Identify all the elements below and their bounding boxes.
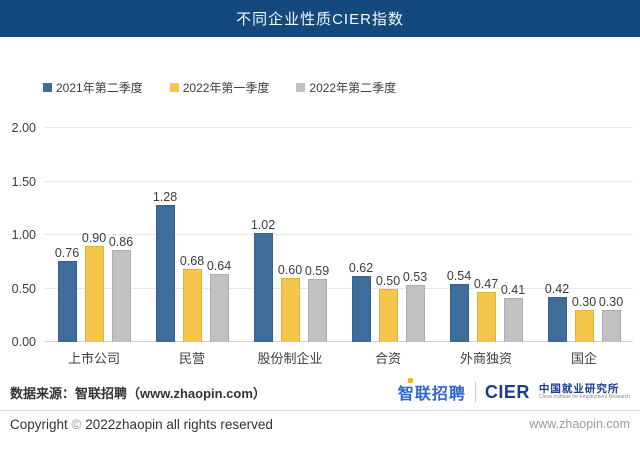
bar-value-label: 0.30	[571, 294, 597, 309]
bar-value-label: 0.60	[277, 262, 303, 277]
x-axis-line	[45, 341, 633, 342]
bar-value-label: 0.90	[81, 230, 107, 245]
bar-外商独资-2021年第二季度: 0.54	[447, 269, 471, 342]
gridline	[45, 234, 633, 235]
bar-value-label: 0.50	[375, 273, 401, 288]
legend-swatch-icon	[43, 83, 52, 92]
bar-value-label: 0.59	[304, 263, 330, 278]
x-category-label: 合资	[374, 351, 401, 366]
chart-legend: 2021年第二季度 2022年第一季度 2022年第二季度	[43, 79, 396, 96]
bar-value-label: 0.68	[179, 254, 205, 269]
bar-value-label: 0.62	[348, 260, 374, 275]
x-category-label: 股份制企业	[257, 351, 323, 366]
bar-股份制企业-2022年第二季度: 0.59	[305, 264, 329, 342]
x-category-label: 国企	[570, 351, 597, 366]
legend-swatch-icon	[296, 83, 306, 92]
website-text: www.zhaopin.com	[529, 417, 630, 431]
y-tick-label: 1.50	[11, 174, 36, 189]
bar-group-0: 0.76 0.90 0.86	[55, 128, 133, 342]
y-tick-label: 1.00	[11, 228, 36, 242]
institute-name-en: China Institute for Employment Research	[538, 393, 630, 400]
logo-divider	[474, 382, 476, 402]
bar-上市公司-2022年第一季度: 0.90	[82, 231, 106, 342]
bar-value-label: 0.54	[446, 269, 472, 284]
legend-item-2: 2022年第二季度	[296, 79, 396, 96]
zhaopin-logo: 智联招聘	[397, 378, 466, 404]
bar-民营-2021年第二季度: 1.28	[153, 190, 177, 342]
gridline	[45, 127, 633, 128]
footer-divider	[0, 410, 640, 411]
bar-外商独资-2022年第二季度: 0.41	[501, 283, 525, 342]
bar-group-4: 0.54 0.47 0.41	[447, 128, 525, 342]
cier-logo-text: CIER	[484, 381, 530, 402]
institute-name: 中国就业研究所 China Institute for Employment R…	[538, 382, 630, 400]
bar-value-label: 0.53	[402, 270, 428, 285]
legend-swatch-icon	[169, 83, 179, 92]
page-title: 不同企业性质CIER指数	[236, 11, 404, 28]
copyright-text: Copyright © 2022zhaopin all rights reser…	[10, 416, 273, 432]
legend-label: 2022年第二季度	[309, 81, 397, 95]
bar-value-label: 0.30	[598, 294, 624, 309]
bar-value-label: 0.76	[54, 245, 80, 260]
copyright-symbol: ©	[71, 416, 82, 432]
bar-value-label: 0.41	[500, 283, 526, 298]
bar-合资-2021年第二季度: 0.62	[349, 261, 373, 342]
bar-股份制企业-2022年第一季度: 0.60	[278, 263, 302, 342]
y-tick-label: 2.00	[11, 121, 36, 135]
legend-label: 2021年第二季度	[56, 81, 143, 95]
y-tick-label: 0.00	[11, 335, 36, 349]
bar-value-label: 0.64	[206, 258, 232, 273]
footer-source-row: 数据来源：智联招聘（www.zhaopin.com） 智联招聘 CIER 中国就…	[10, 376, 630, 408]
x-axis-labels: 上市公司 民营 股份制企业 合资 外商独资 国企	[45, 348, 633, 367]
gridline	[45, 180, 633, 182]
bars-row: 0.76 0.90 0.86 1.28 0.68 0.64 1.02 0.60 0.59 0.62…	[45, 128, 633, 342]
bar-value-label: 0.42	[544, 282, 570, 297]
bar-group-5: 0.42 0.30 0.30	[545, 128, 623, 342]
bar-value-label: 1.28	[152, 190, 178, 205]
y-tick-label: 0.50	[11, 281, 36, 296]
bar-上市公司-2021年第二季度: 0.76	[55, 246, 79, 342]
logo-block: 智联招聘 CIER 中国就业研究所 China Institute for Em…	[397, 378, 630, 404]
bar-股份制企业-2021年第二季度: 1.02	[251, 218, 275, 342]
title-bar: 不同企业性质CIER指数	[0, 0, 640, 37]
bar-合资-2022年第二季度: 0.53	[403, 270, 427, 342]
bar-group-3: 0.62 0.50 0.53	[349, 128, 427, 342]
x-category-label: 民营	[178, 351, 205, 366]
data-source-text: 数据来源：智联招聘（www.zhaopin.com）	[10, 385, 266, 401]
institute-name-cn: 中国就业研究所	[538, 382, 620, 395]
bar-上市公司-2022年第二季度: 0.86	[109, 235, 133, 342]
bar-民营-2022年第一季度: 0.68	[180, 254, 204, 342]
x-category-label: 外商独资	[459, 351, 512, 366]
bar-group-1: 1.28 0.68 0.64	[153, 128, 231, 342]
x-category-label: 上市公司	[67, 351, 120, 366]
plot-area: 0.00 0.50 1.00 1.50 2.00 0.76 0.90 0.86 1.28 0.68…	[12, 121, 633, 349]
bar-value-label: 0.86	[108, 234, 134, 249]
bar-国企-2021年第二季度: 0.42	[545, 282, 569, 342]
legend-item-0: 2021年第二季度	[43, 79, 143, 96]
footer-copyright-row: Copyright © 2022zhaopin all rights reser…	[10, 412, 630, 436]
bar-value-label: 1.02	[250, 217, 276, 232]
zhaopin-logo-text: 智联招聘	[397, 386, 466, 403]
bar-国企-2022年第一季度: 0.30	[572, 295, 596, 342]
bar-国企-2022年第二季度: 0.30	[599, 295, 623, 342]
bar-group-2: 1.02 0.60 0.59	[251, 128, 329, 342]
bar-外商独资-2022年第一季度: 0.47	[474, 277, 498, 342]
bar-合资-2022年第一季度: 0.50	[376, 274, 400, 342]
legend-label: 2022年第一季度	[182, 81, 270, 95]
legend-item-1: 2022年第一季度	[169, 79, 270, 96]
gridline	[45, 287, 633, 289]
bar-value-label: 0.47	[473, 276, 499, 291]
bar-民营-2022年第二季度: 0.64	[207, 259, 231, 342]
zhaopin-logo-dot-icon	[407, 378, 413, 383]
